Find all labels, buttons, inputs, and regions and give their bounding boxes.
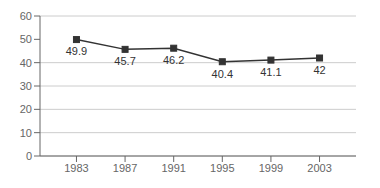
svg-text:50: 50 bbox=[20, 33, 32, 45]
svg-text:10: 10 bbox=[20, 127, 32, 139]
svg-text:1983: 1983 bbox=[64, 162, 88, 174]
svg-text:45.7: 45.7 bbox=[114, 55, 135, 67]
svg-text:42: 42 bbox=[313, 64, 325, 76]
svg-text:1999: 1999 bbox=[259, 162, 283, 174]
svg-text:49.9: 49.9 bbox=[66, 45, 87, 57]
svg-text:41.1: 41.1 bbox=[260, 66, 281, 78]
svg-text:2003: 2003 bbox=[307, 162, 331, 174]
svg-text:20: 20 bbox=[20, 103, 32, 115]
svg-text:1991: 1991 bbox=[161, 162, 185, 174]
svg-text:46.2: 46.2 bbox=[163, 54, 184, 66]
svg-text:1987: 1987 bbox=[113, 162, 137, 174]
svg-text:0: 0 bbox=[26, 150, 32, 162]
svg-text:1995: 1995 bbox=[210, 162, 234, 174]
svg-text:30: 30 bbox=[20, 80, 32, 92]
svg-text:60: 60 bbox=[20, 10, 32, 22]
svg-text:40.4: 40.4 bbox=[212, 68, 233, 80]
svg-text:40: 40 bbox=[20, 57, 32, 69]
